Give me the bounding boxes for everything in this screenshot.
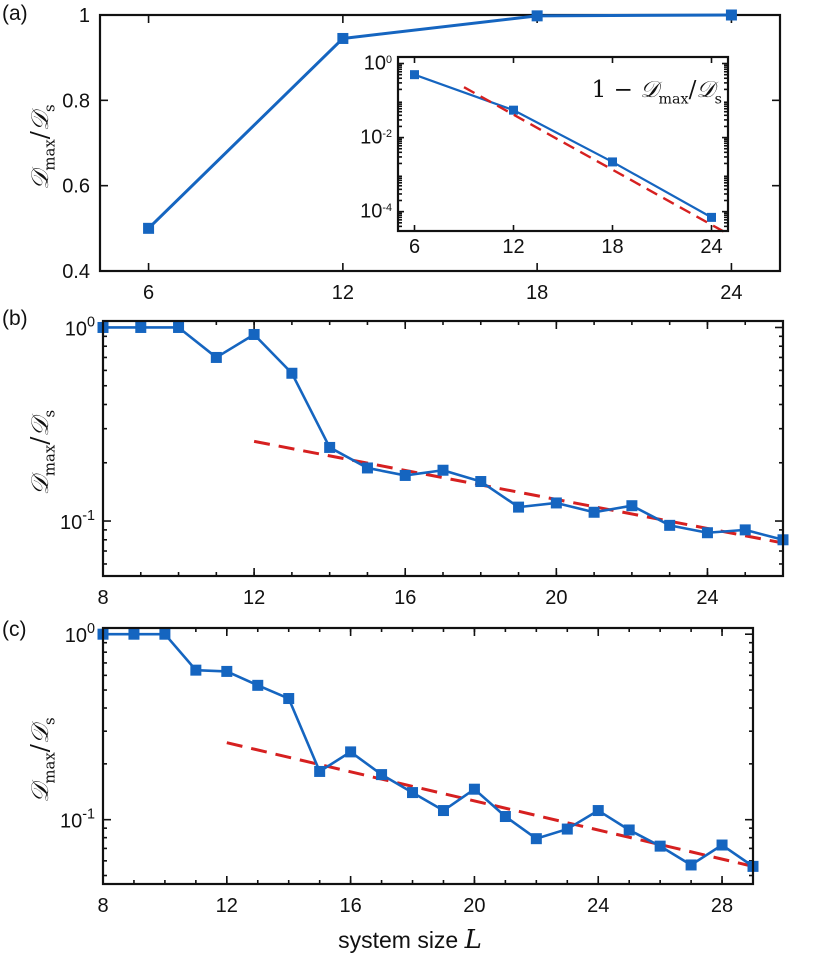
x-axis-title: system size L <box>338 925 482 955</box>
x-tick-label: 12 <box>243 587 265 609</box>
data-point <box>437 805 449 817</box>
data-point <box>685 859 697 871</box>
data-point <box>588 506 600 518</box>
inset-label: 1 − 𝒟max/𝒟s <box>592 77 722 107</box>
data-point <box>623 824 635 836</box>
data-point <box>399 469 411 481</box>
data-point <box>468 783 480 795</box>
x-tick-label: 28 <box>711 895 733 917</box>
panel-a-frame <box>98 13 782 273</box>
y-tick-label: 10-1 <box>60 508 95 534</box>
x-tick-label: 20 <box>545 587 567 609</box>
y-axis-label: 𝒟max/𝒟s <box>26 410 59 495</box>
y-tick-label: 0.4 <box>62 261 90 283</box>
data-point <box>314 765 326 777</box>
data-point <box>361 462 373 474</box>
inset-y-tick-label: 10-2 <box>360 127 392 149</box>
inset-x-tick-label: 12 <box>502 236 524 258</box>
data-point <box>531 10 543 22</box>
data-point <box>252 679 264 691</box>
x-tick-label: 20 <box>463 895 485 917</box>
x-tick-label: 24 <box>720 282 742 304</box>
data-point <box>725 9 737 21</box>
data-point <box>143 222 155 234</box>
series-line <box>103 632 754 868</box>
y-tick-label: 10-1 <box>60 807 95 833</box>
fit-line <box>253 439 784 545</box>
data-point <box>707 212 716 222</box>
x-tick-label: 16 <box>394 587 416 609</box>
data-point <box>159 628 171 640</box>
x-tick-label: 6 <box>143 282 154 304</box>
data-point <box>337 32 349 44</box>
y-axis-label: 𝒟max/𝒟s <box>26 717 59 802</box>
x-tick-label: 12 <box>216 895 238 917</box>
x-tick-label: 24 <box>696 587 718 609</box>
data-point <box>283 693 295 705</box>
data-point <box>608 157 617 167</box>
data-point <box>248 328 260 340</box>
panel-b-label: (b) <box>2 307 28 330</box>
inset-frame <box>396 55 730 233</box>
data-point <box>550 497 562 509</box>
series-line <box>414 73 713 219</box>
data-point <box>561 823 573 835</box>
series-line <box>147 13 732 230</box>
inset: 6 12 18 24 100 10-2 10-4 1 − 𝒟max/𝒟s <box>360 53 730 258</box>
data-point <box>173 321 185 333</box>
x-tick-label: 18 <box>526 282 548 304</box>
inset-y-tick-label: 100 <box>364 53 392 75</box>
data-point <box>437 464 449 476</box>
data-point <box>701 527 713 539</box>
data-point <box>324 441 336 453</box>
data-point <box>286 367 298 379</box>
y-tick-label: 100 <box>65 621 95 647</box>
x-tick-label: 24 <box>587 895 609 917</box>
fit-line <box>463 86 729 235</box>
series-line <box>103 326 784 542</box>
inset-background <box>398 57 728 231</box>
inset-x-tick-label: 18 <box>601 236 623 258</box>
data-point <box>664 519 676 531</box>
data-point <box>739 524 751 536</box>
data-point <box>716 839 728 851</box>
x-tick-label: 12 <box>332 282 354 304</box>
data-point <box>654 840 666 852</box>
data-point <box>592 805 604 817</box>
data-point <box>626 500 638 512</box>
data-point <box>410 70 419 80</box>
inset-x-tick-label: 6 <box>409 236 420 258</box>
y-axis-label: 𝒟max/𝒟s <box>26 104 59 189</box>
data-point <box>509 105 518 115</box>
data-point <box>376 769 388 781</box>
panel-a-label: (a) <box>2 2 28 25</box>
panel-c-label: (c) <box>2 618 27 641</box>
data-point <box>530 833 542 845</box>
panel-a: (a) 6 12 18 24 0.4 0.6 0.8 1 𝒟max/𝒟s 6 12 18 24 100 10-… <box>2 2 782 304</box>
x-tick-label: 16 <box>339 895 361 917</box>
inset-y-tick-label: 10-4 <box>360 201 392 223</box>
data-point <box>128 628 140 640</box>
x-tick-label: 8 <box>97 895 108 917</box>
panel-b-frame <box>101 319 785 578</box>
data-point <box>475 476 487 488</box>
panel-c-frame <box>101 626 755 886</box>
x-tick-label: 8 <box>97 587 108 609</box>
data-point <box>221 665 233 677</box>
data-point <box>513 501 525 513</box>
data-point <box>345 746 357 758</box>
y-tick-label: 100 <box>65 314 95 340</box>
y-tick-label: 0.8 <box>62 90 90 112</box>
inset-x-tick-label: 24 <box>700 236 722 258</box>
y-tick-label: 0.6 <box>62 176 90 198</box>
y-tick-label: 1 <box>79 5 90 27</box>
data-point <box>135 321 147 333</box>
data-point <box>210 351 222 363</box>
data-point <box>190 664 202 676</box>
data-point <box>407 787 419 799</box>
data-point <box>499 811 511 823</box>
